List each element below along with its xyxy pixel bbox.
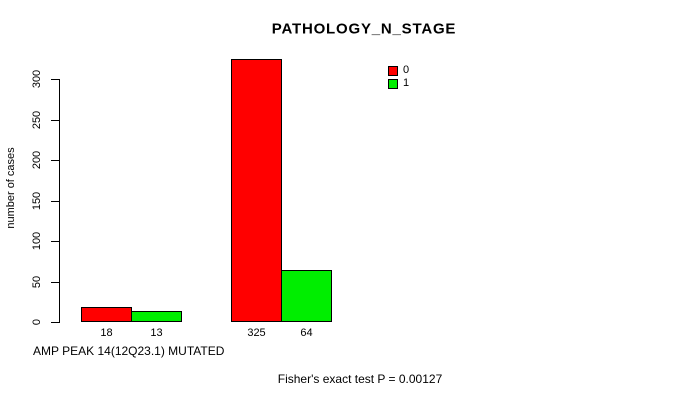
y-tick: [51, 79, 59, 80]
legend-label: 0: [403, 64, 410, 76]
fisher-test-annotation: Fisher's exact test P = 0.00127: [277, 372, 443, 386]
bar-series1-group1: [131, 311, 182, 322]
y-tick-label: 150: [31, 191, 43, 211]
legend-swatch-1: [388, 78, 398, 89]
legend-swatch-0: [388, 65, 398, 76]
y-tick-label: 250: [31, 110, 43, 130]
y-tick: [51, 282, 59, 283]
bar-value-label: 18: [100, 327, 113, 339]
y-tick-label: 300: [31, 69, 43, 89]
y-tick: [51, 120, 59, 121]
y-tick: [51, 201, 59, 202]
y-tick-label: 0: [31, 318, 43, 326]
bar-value-label: 13: [150, 327, 163, 339]
y-tick: [51, 322, 59, 323]
y-tick: [51, 160, 59, 161]
legend-label: 1: [403, 77, 410, 89]
y-axis-line: [59, 79, 60, 323]
legend-entry: 0: [388, 64, 409, 77]
y-tick-label: 50: [31, 275, 43, 289]
y-tick: [51, 241, 59, 242]
bar-series0-group1: [81, 307, 132, 322]
y-tick-label: 200: [31, 150, 43, 170]
legend-entry: 1: [388, 77, 409, 90]
y-axis-label: number of cases: [5, 147, 17, 229]
bar-series1-group2: [281, 270, 332, 322]
chart-title: PATHOLOGY_N_STAGE: [271, 20, 457, 38]
y-tick-label: 100: [31, 231, 43, 251]
bar-value-label: 64: [300, 327, 313, 339]
x-axis-label: AMP PEAK 14(12Q23.1) MUTATED: [33, 344, 225, 358]
bar-series0-group2: [231, 59, 282, 322]
bar-value-label: 325: [247, 327, 266, 339]
